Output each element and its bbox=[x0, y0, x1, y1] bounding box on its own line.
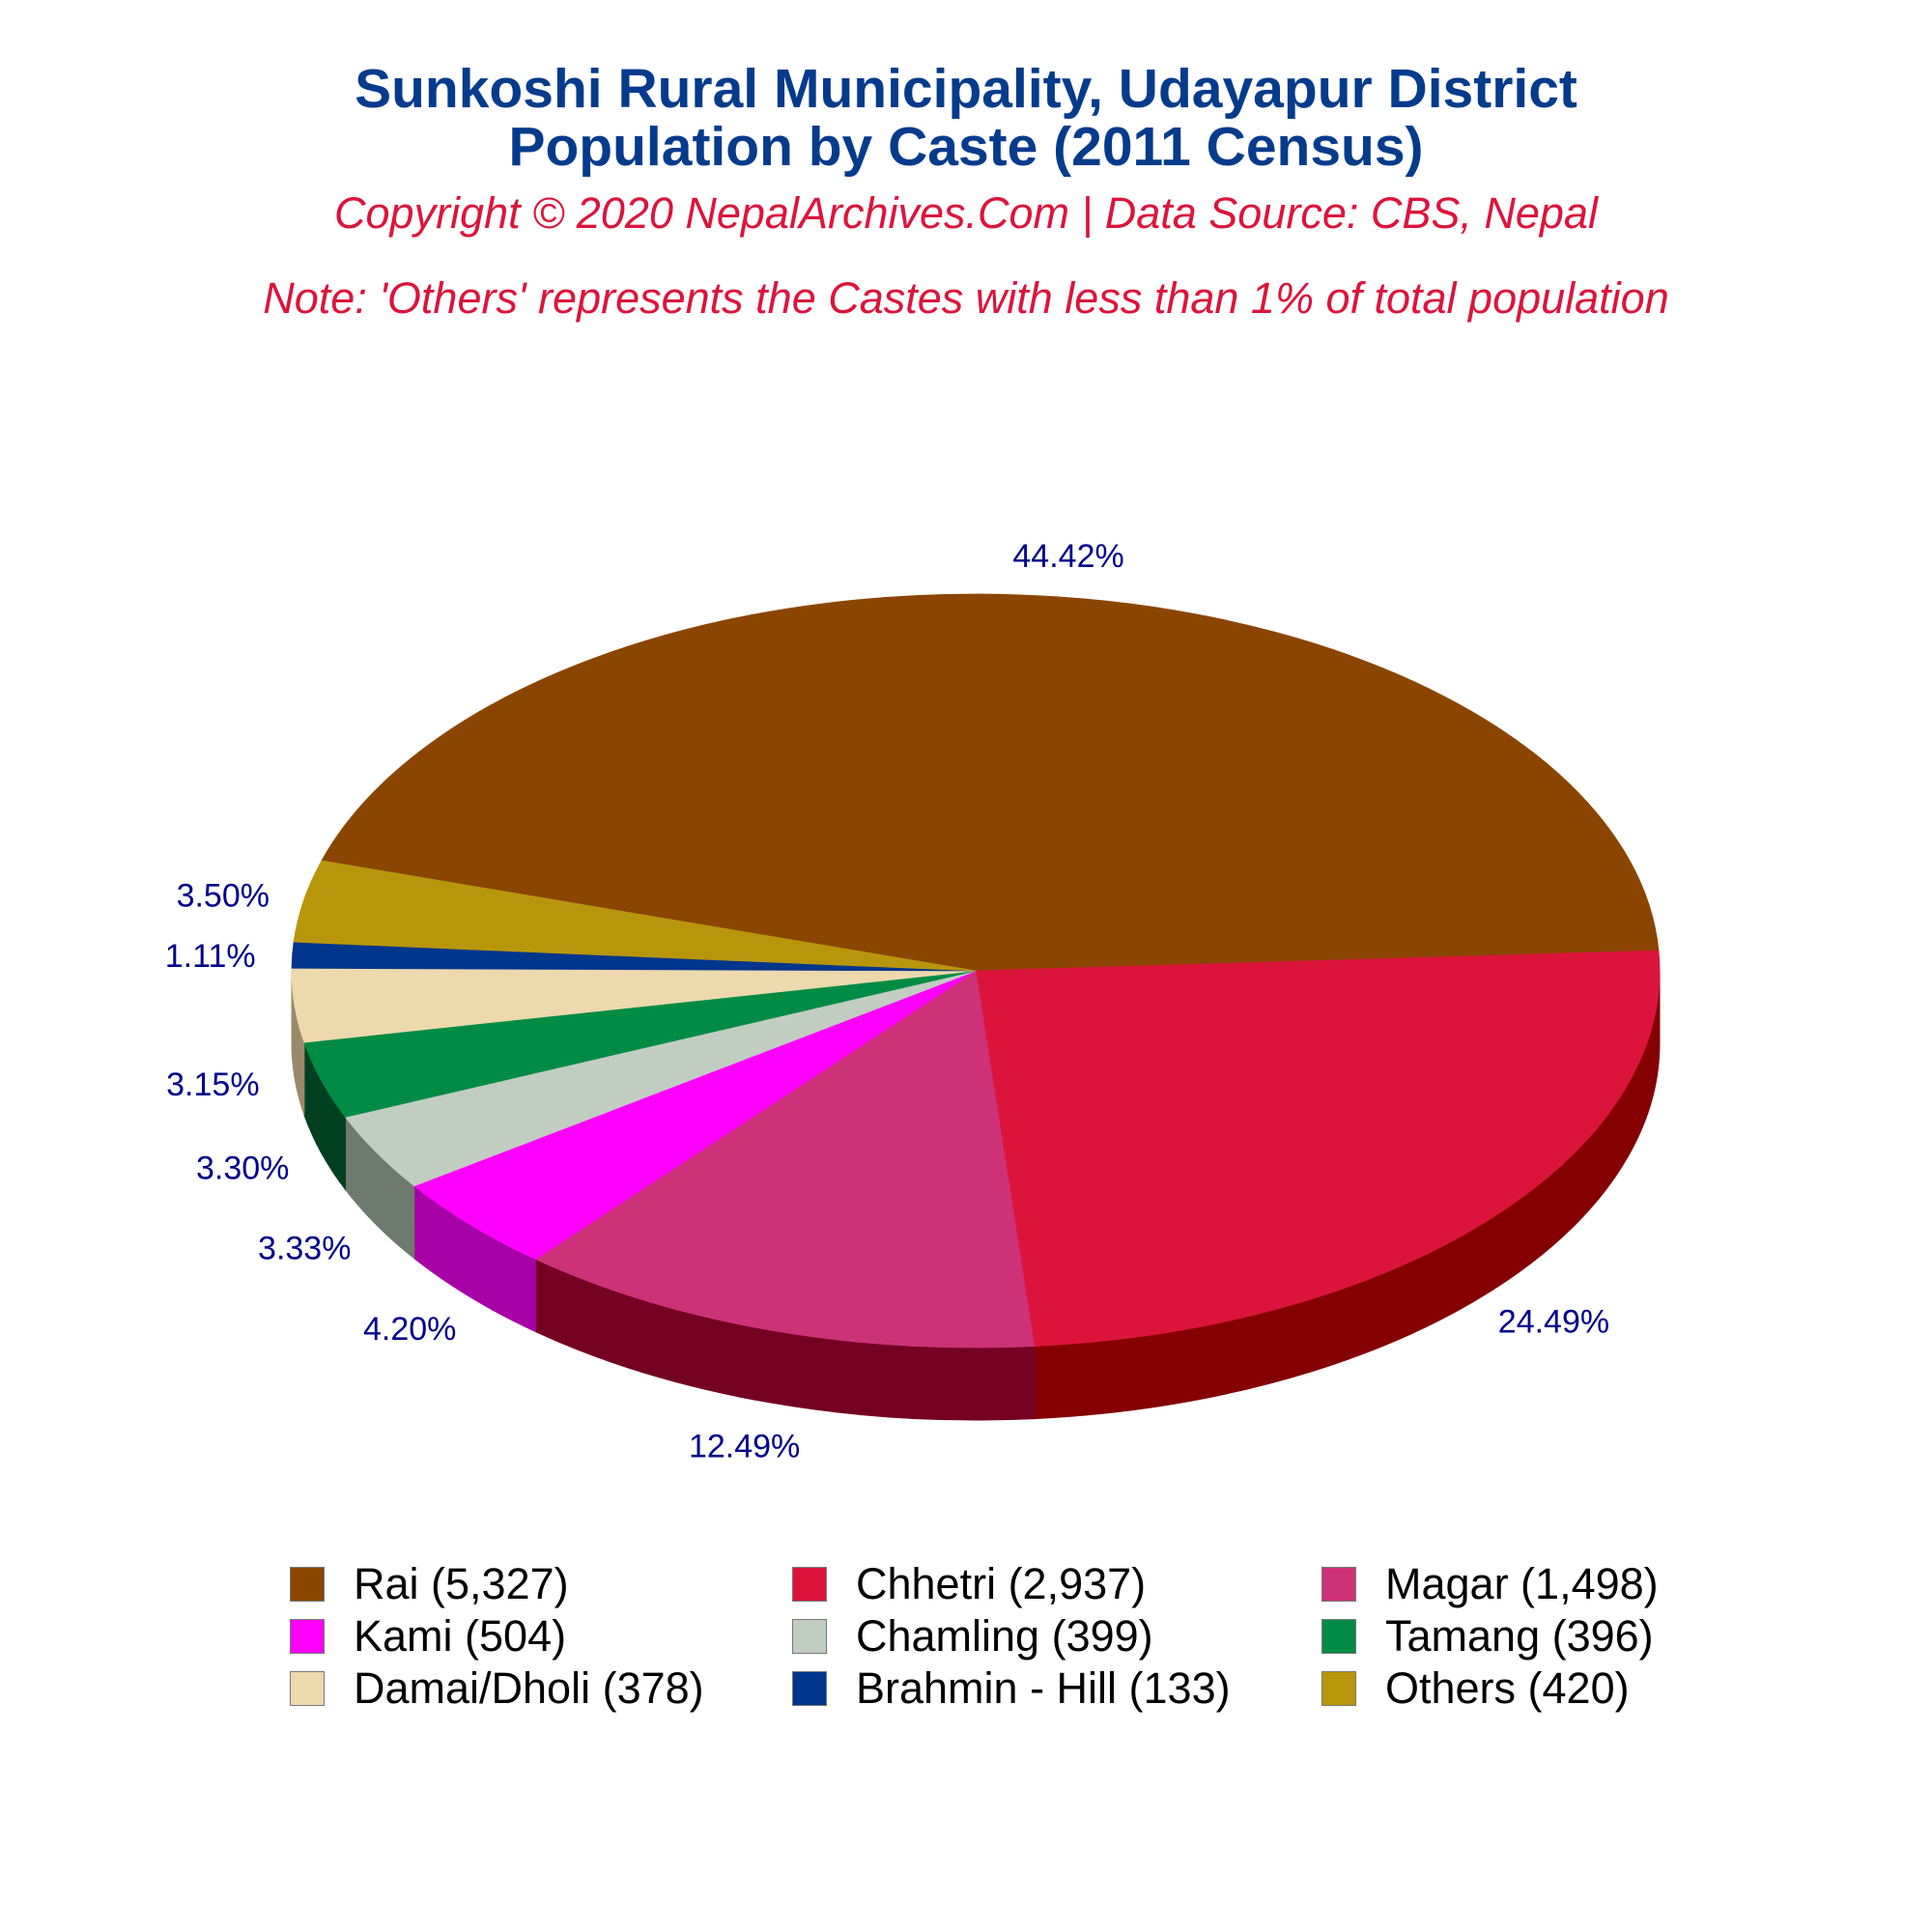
pie-slice-chhetri bbox=[975, 950, 1661, 1347]
data-label-others: 3.50% bbox=[177, 877, 270, 914]
pie-slice-kami bbox=[412, 970, 977, 1260]
pie-slice-rai bbox=[321, 593, 1660, 972]
legend-swatch bbox=[792, 1619, 827, 1654]
legend-label: Brahmin - Hill (133) bbox=[856, 1663, 1231, 1713]
copyright-text: Copyright © 2020 NepalArchives.Com | Dat… bbox=[334, 188, 1598, 238]
legend-item-kami: Kami (504) bbox=[290, 1611, 567, 1661]
data-label-rai: 44.42% bbox=[1012, 538, 1123, 575]
legend-swatch bbox=[1321, 1567, 1356, 1602]
legend-swatch bbox=[792, 1567, 827, 1602]
legend-item-magar: Magar (1,498) bbox=[1321, 1559, 1659, 1608]
legend-swatch bbox=[290, 1671, 325, 1706]
chart-header: Sunkoshi Rural Municipality, Udayapur Di… bbox=[0, 60, 1932, 323]
legend-swatch bbox=[1321, 1671, 1356, 1706]
data-label-chamling: 3.33% bbox=[258, 1231, 351, 1267]
legend-swatch bbox=[1321, 1619, 1356, 1654]
legend-label: Magar (1,498) bbox=[1385, 1559, 1659, 1608]
chart-note: Note: 'Others' represents the Castes wit… bbox=[263, 273, 1669, 323]
legend-label: Kami (504) bbox=[354, 1611, 567, 1661]
data-label-tamang: 3.30% bbox=[196, 1150, 289, 1186]
pie-labels: 44.42% 24.49% 12.49% 4.20% 3.33% 3.30% 3.15% 1.… bbox=[165, 538, 1609, 1465]
chart-title-line-1: Sunkoshi Rural Municipality, Udayapur Di… bbox=[355, 58, 1577, 120]
legend-item-rai: Rai (5,327) bbox=[290, 1559, 569, 1608]
legend-item-brahmin-hill: Brahmin - Hill (133) bbox=[792, 1663, 1231, 1713]
legend-swatch bbox=[290, 1567, 325, 1602]
legend-label: Others (420) bbox=[1385, 1663, 1630, 1713]
legend-label: Damai/Dholi (378) bbox=[354, 1663, 704, 1713]
data-label-brahmin-hill: 1.11% bbox=[165, 938, 256, 975]
legend-item-chamling: Chamling (399) bbox=[792, 1611, 1153, 1661]
legend-item-damai-dholi: Damai/Dholi (378) bbox=[290, 1663, 704, 1713]
pie-sides bbox=[291, 970, 1661, 1421]
pie-slice-others bbox=[293, 860, 977, 972]
legend-item-tamang: Tamang (396) bbox=[1321, 1611, 1654, 1661]
legend-swatch bbox=[792, 1671, 827, 1706]
chart-title-line-2: Population by Caste (2011 Census) bbox=[508, 116, 1424, 178]
pie-top bbox=[291, 593, 1661, 1349]
legend-item-others: Others (420) bbox=[1321, 1663, 1630, 1713]
data-label-chhetri: 24.49% bbox=[1498, 1303, 1609, 1340]
legend-swatch bbox=[290, 1619, 325, 1654]
legend-label: Rai (5,327) bbox=[354, 1559, 569, 1608]
data-label-damai-dholi: 3.15% bbox=[166, 1066, 259, 1103]
legend-label: Chamling (399) bbox=[856, 1611, 1153, 1661]
legend-label: Tamang (396) bbox=[1385, 1611, 1654, 1661]
legend-item-chhetri: Chhetri (2,937) bbox=[792, 1559, 1147, 1608]
data-label-magar: 12.49% bbox=[689, 1429, 800, 1465]
data-label-kami: 4.20% bbox=[363, 1311, 456, 1348]
legend-label: Chhetri (2,937) bbox=[856, 1559, 1147, 1608]
pie-slice-magar bbox=[534, 970, 1036, 1349]
